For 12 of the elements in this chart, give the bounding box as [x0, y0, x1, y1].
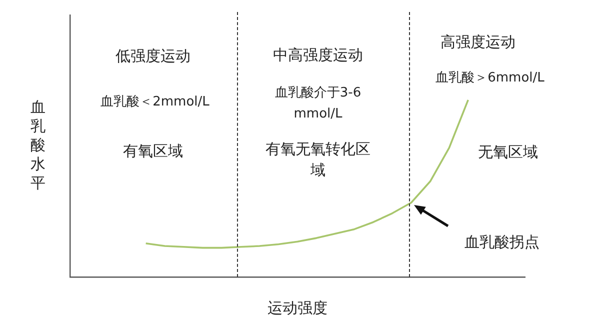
text: 高强度运动: [440, 32, 516, 51]
annotation: 血乳酸＜2mmol/L: [100, 94, 210, 110]
annotation: 血乳酸介于3-6 mmol/L: [274, 85, 362, 122]
annotation: 有氧区域: [123, 142, 183, 160]
annotation: 有氧无氧转化区域: [266, 140, 370, 179]
y-axis-title: 血乳酸水平: [30, 98, 46, 192]
annotation: 血乳酸拐点: [464, 232, 540, 251]
annotation: 无氧区域: [478, 142, 538, 161]
x-axis-title: 运动强度: [268, 298, 328, 317]
text: 中高强度运动: [273, 46, 363, 64]
text: 低强度运动: [116, 46, 190, 65]
text: 血乳酸＞6mmol/L: [436, 70, 546, 86]
